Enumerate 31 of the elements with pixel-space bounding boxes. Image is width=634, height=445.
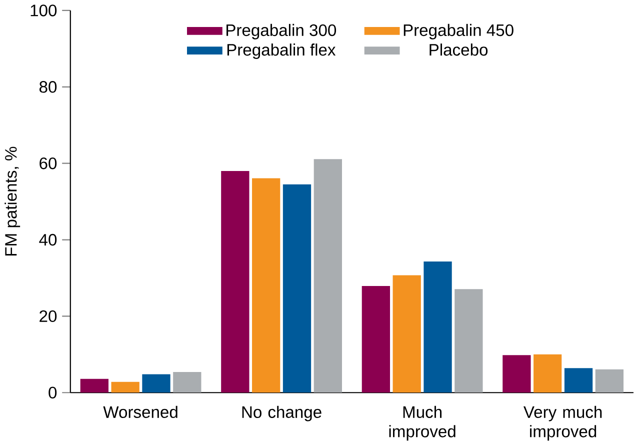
x-tick-label: Very much improved [524,406,602,441]
y-axis-title: FM patients, % [4,146,20,256]
bar [392,275,421,393]
legend-label: Placebo [430,43,488,56]
bar [314,159,342,393]
bar [80,378,108,393]
bar [502,355,531,393]
bar [534,354,562,393]
legend-label: Pregabalin 450 [404,24,514,40]
bar [424,261,452,393]
bar [362,286,390,393]
bar [564,368,593,393]
x-tick-label: Much improved [389,406,456,441]
x-tick-label: Worsened [103,406,178,418]
y-tick-label: 100 [30,4,57,16]
y-tick-label: 40 [39,234,57,246]
x-tick-label: No change [242,406,322,422]
y-tick-label: 60 [40,157,57,170]
y-tick-label: 80 [39,80,57,93]
y-tick-label: 0 [48,386,57,398]
bar [142,374,170,393]
bar [252,178,280,393]
y-tick-label: 20 [40,310,57,322]
bar [282,184,312,393]
bar [595,369,624,393]
legend-label: Pregabalin flex [227,43,336,59]
bar [111,382,140,393]
bar [454,288,483,393]
bar [221,170,250,393]
legend-label: Pregabalin 300 [226,24,336,40]
bar [173,372,202,393]
